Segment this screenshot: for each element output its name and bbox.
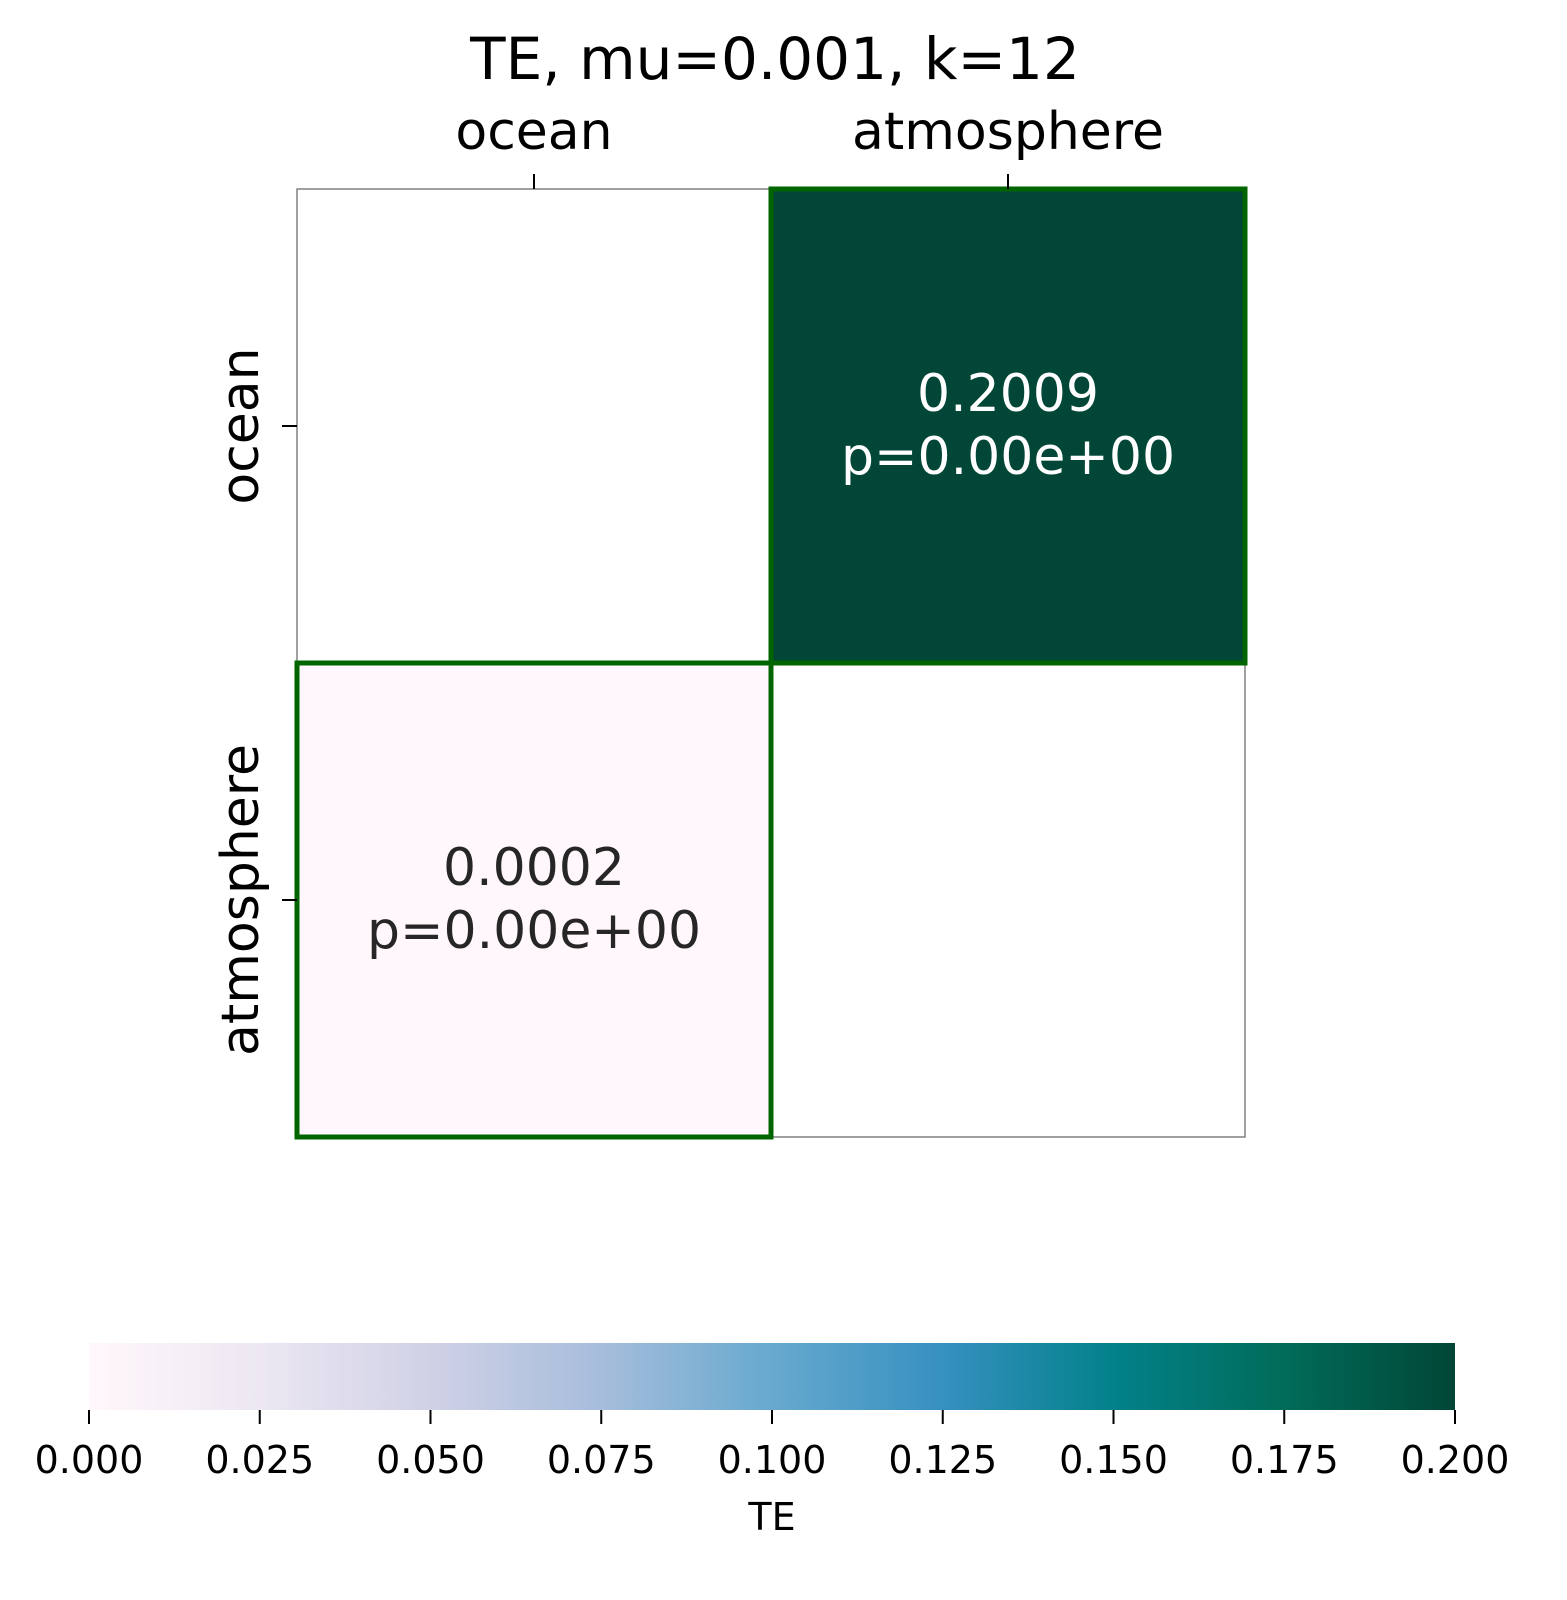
colorbar: 0.000 0.025 0.050 0.075 0.100 0.125 0.150 0.175… [35,1343,1510,1539]
colorbar-tick-label: 0.075 [547,1438,656,1482]
y-tick-label: atmosphere [211,744,271,1056]
colorbar-tick-label: 0.175 [1230,1438,1339,1482]
x-tick-label: ocean [455,102,612,162]
cell-value-label: 0.2009 [917,364,1099,424]
colorbar-tick-label: 0.000 [35,1438,144,1482]
colorbar-tick-label: 0.150 [1059,1438,1168,1482]
colorbar-tick-label: 0.050 [376,1438,485,1482]
cell-value-label: 0.0002 [443,838,625,898]
colorbar-tick-label: 0.100 [718,1438,827,1482]
colorbar-fill [89,1343,1455,1410]
colorbar-tick-label: 0.200 [1401,1438,1510,1482]
colorbar-tick-label: 0.025 [205,1438,314,1482]
heatmap-cell [294,660,774,1140]
cell-p-value-label: p=0.00e+00 [841,427,1175,487]
cell-p-value-label: p=0.00e+00 [367,901,701,961]
x-tick-label: atmosphere [852,102,1164,162]
colorbar-tick-label: 0.125 [888,1438,997,1482]
heatmap-cell [768,186,1248,666]
colorbar-label: TE [747,1495,795,1539]
chart-title: TE, mu=0.001, k=12 [469,25,1080,93]
y-tick-label: ocean [211,347,271,504]
